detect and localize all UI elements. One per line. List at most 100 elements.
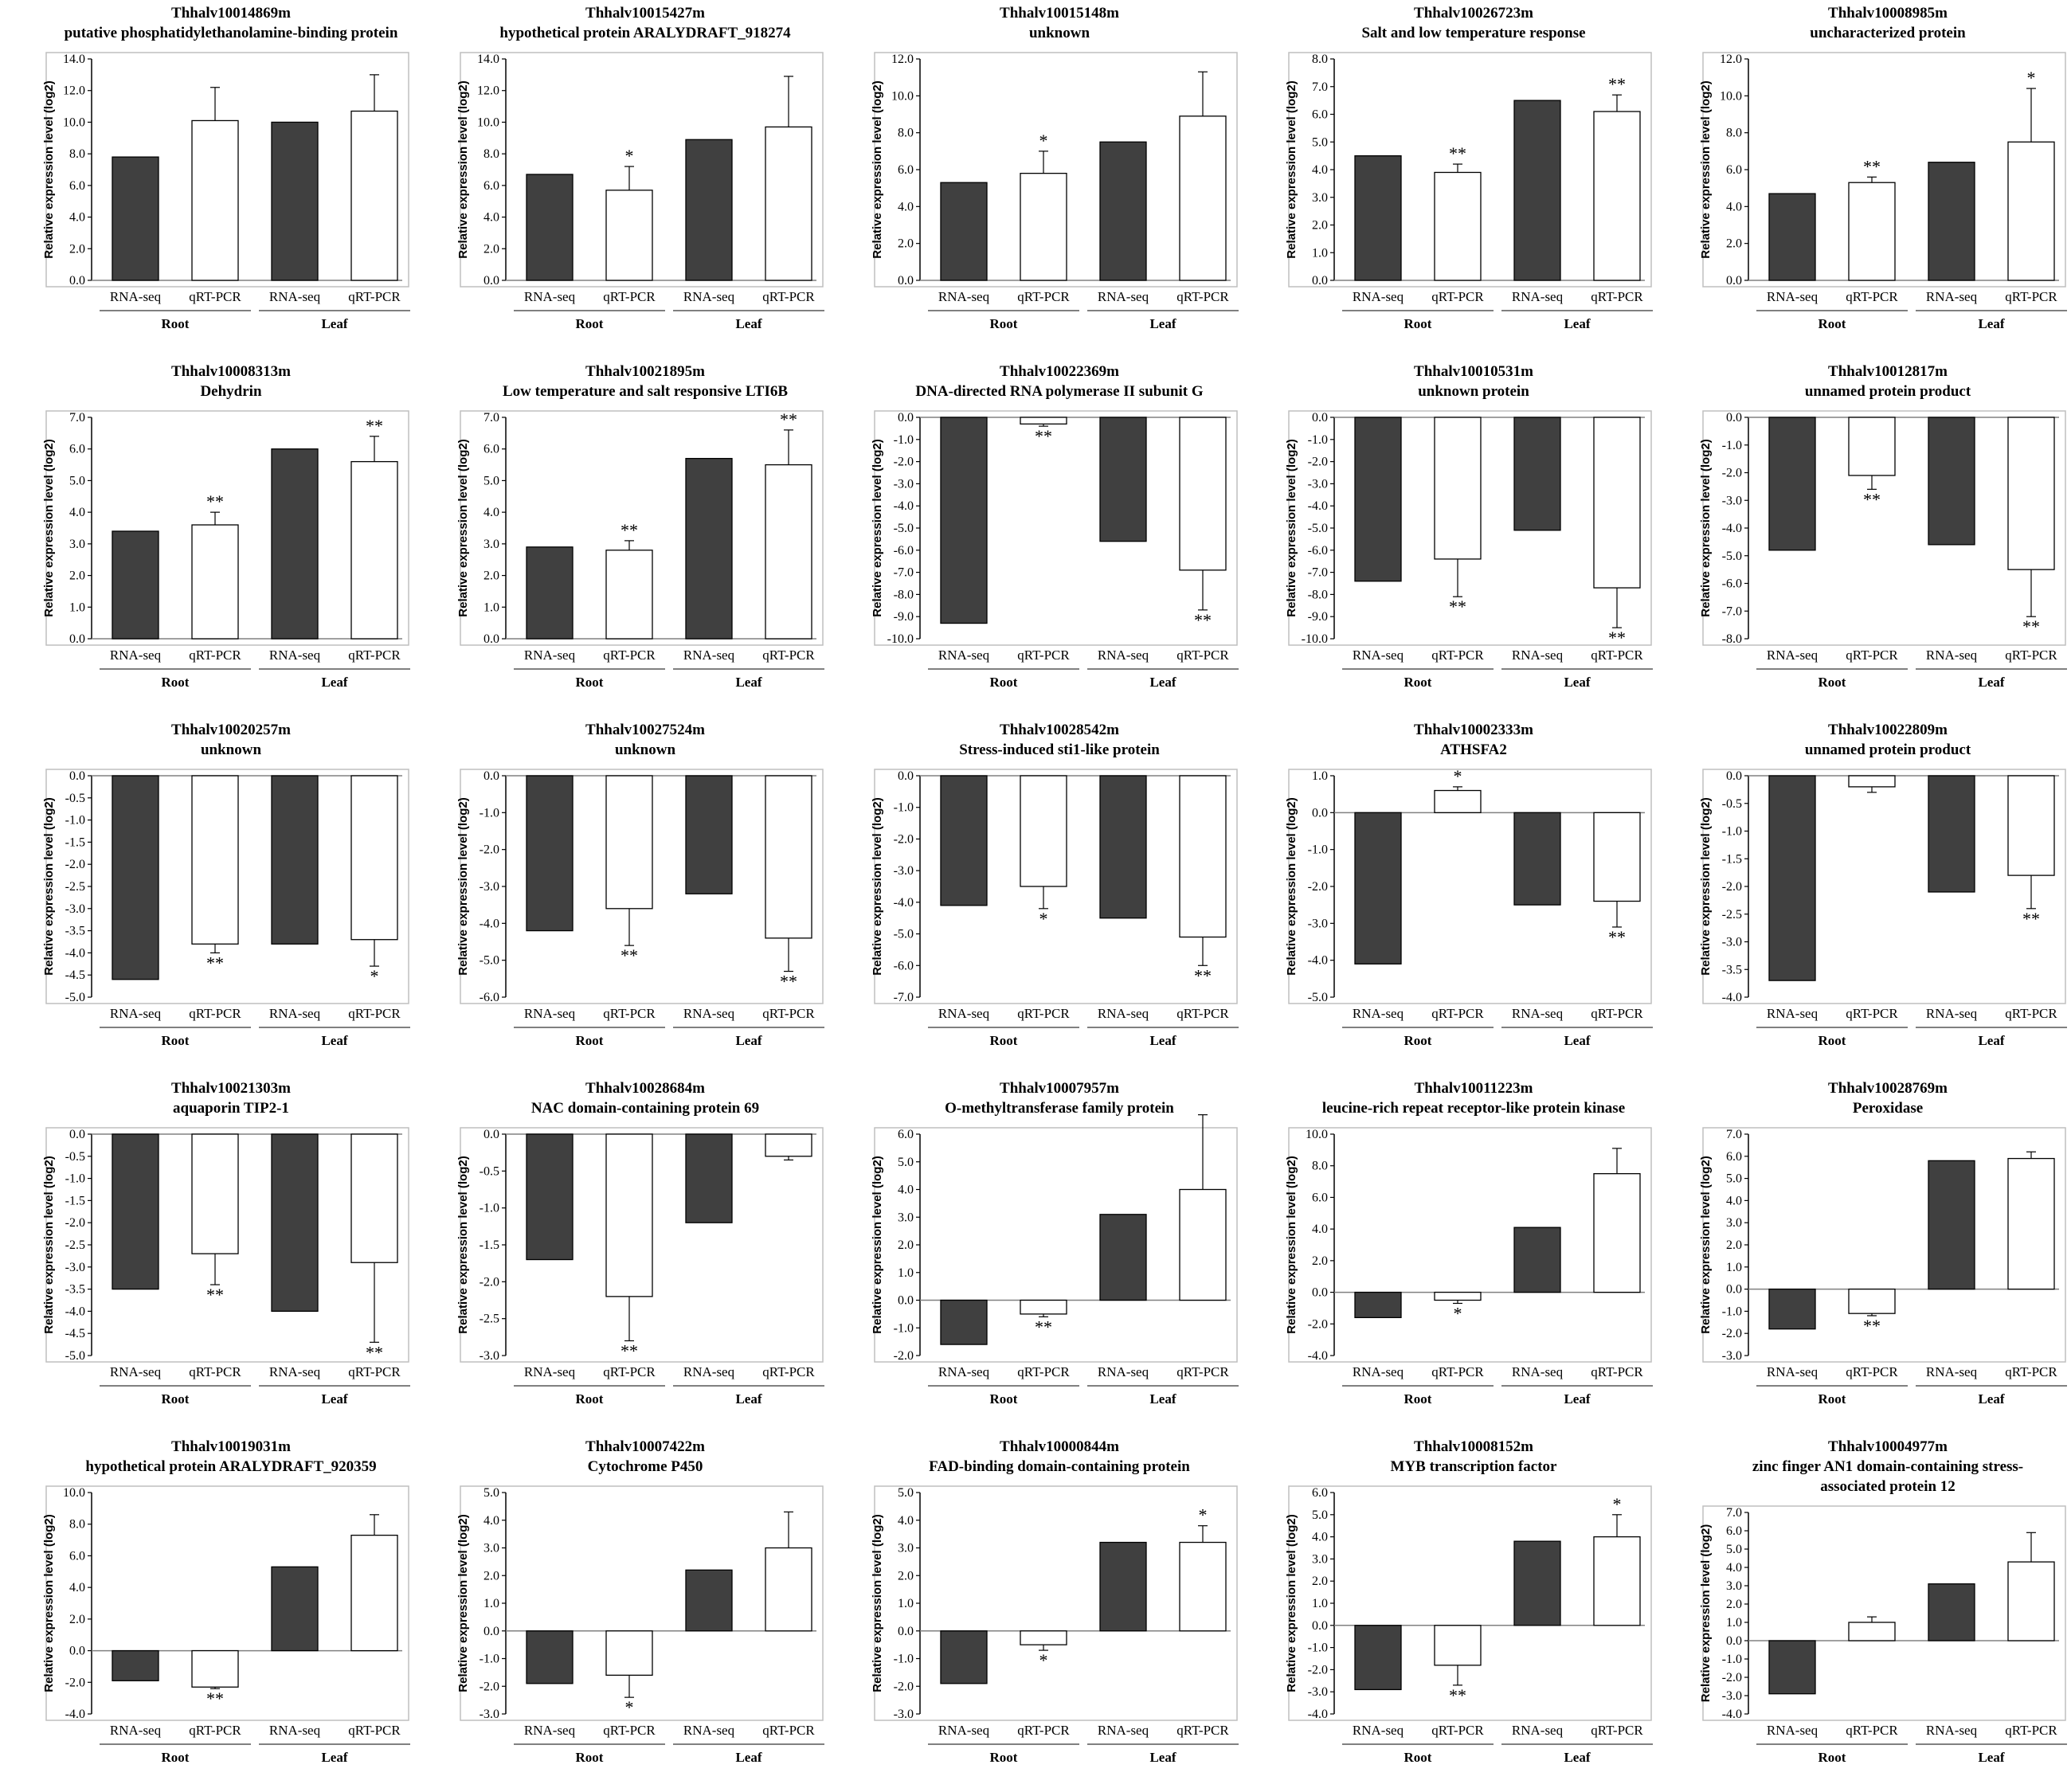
chart-title: Low temperature and salt responsive LTI6… — [503, 383, 788, 400]
group-label: Root — [576, 1750, 604, 1765]
group-label: Leaf — [735, 316, 761, 331]
y-tick-label: -0.5 — [65, 1150, 85, 1164]
significance-mark: ** — [1608, 628, 1626, 648]
y-tick-label: 5.0 — [483, 1486, 499, 1500]
chart-svg: Thhalv10015148m unknown 0.0 2.0 4.0 6.0 8.0 10.… — [871, 5, 1239, 331]
y-tick-label: -3.5 — [65, 925, 85, 938]
y-tick-label: 5.0 — [483, 474, 499, 487]
y-tick-label: 4.0 — [1312, 1223, 1328, 1236]
bar-qrtpcr — [350, 1133, 398, 1263]
bar-qrtpcr — [1434, 1625, 1482, 1666]
bar-rnaseq — [1513, 100, 1561, 281]
chart-panel: Thhalv10007957m O-methyltransferase famil… — [828, 1075, 1243, 1434]
y-tick-label: 7.0 — [1312, 80, 1328, 94]
category-label: qRT-PCR — [1176, 648, 1229, 663]
y-tick-label: -3.0 — [1308, 917, 1328, 930]
chart-svg: Thhalv10008152m MYB transcription factor 6… — [1285, 1438, 1653, 1765]
y-tick-label: -3.0 — [480, 1349, 499, 1363]
group-label: Leaf — [1978, 675, 2004, 690]
y-tick-label: 5.0 — [1312, 1508, 1328, 1522]
chart-svg: Thhalv10021303m aquaporin TIP2-1 0.0 -0.5 -1… — [42, 1080, 410, 1407]
y-tick-label: 0.0 — [1312, 1619, 1328, 1633]
chart-title: O-methyltransferase family protein — [945, 1100, 1174, 1117]
y-tick-label: 1.0 — [898, 1266, 914, 1280]
group-label: Root — [162, 675, 190, 690]
bar-qrtpcr — [1848, 1622, 1896, 1641]
bar-qrtpcr — [1179, 115, 1227, 281]
chart-panel: Thhalv10000844m FAD-binding domain-contai… — [828, 1434, 1243, 1792]
group-label: Leaf — [735, 1391, 761, 1407]
chart-title: Thhalv10027524m — [585, 722, 705, 738]
significance-mark: ** — [780, 972, 797, 992]
y-tick-label: -6.0 — [894, 544, 914, 558]
chart-title: Thhalv10007422m — [585, 1438, 705, 1455]
y-tick-label: 6.0 — [69, 443, 85, 456]
category-label: RNA-seq — [683, 1723, 735, 1738]
chart-title: Thhalv10022809m — [1828, 722, 1948, 738]
category-label: qRT-PCR — [762, 1723, 815, 1738]
chart-svg: Thhalv10011223m leucine-rich repeat recep… — [1285, 1080, 1653, 1407]
chart-panel: Thhalv10027524m unknown 0.0 -1.0 -2.0 -3.0 -4.… — [414, 717, 828, 1075]
bar-rnaseq — [526, 1133, 574, 1261]
bar-qrtpcr — [1434, 1291, 1482, 1301]
bar-rnaseq — [271, 775, 319, 945]
significance-mark: ** — [780, 409, 797, 429]
y-tick-label: -4.0 — [1722, 522, 1742, 535]
y-tick-label: -4.0 — [65, 1305, 85, 1318]
chart-svg: Thhalv10015427m hypothetical protein ARAL… — [456, 5, 824, 331]
y-tick-label: 6.0 — [1312, 108, 1328, 122]
y-tick-label: 6.0 — [1726, 1524, 1742, 1538]
y-tick-label: -8.0 — [1722, 632, 1742, 646]
significance-mark: * — [1613, 1494, 1622, 1514]
plot-frame — [1288, 769, 1652, 1004]
significance-mark: ** — [621, 945, 638, 965]
chart-title: NAC domain-containing protein 69 — [531, 1100, 759, 1117]
group-label: Leaf — [1978, 1750, 2004, 1765]
bar-rnaseq — [1099, 1541, 1147, 1632]
y-axis-label: Relative expression level (log2) — [456, 439, 470, 616]
category-label: qRT-PCR — [1017, 1723, 1070, 1738]
y-tick-label: 8.0 — [69, 147, 85, 161]
group-label: Root — [162, 316, 190, 331]
y-tick-label: 0.0 — [1726, 1634, 1742, 1648]
y-tick-label: 6.0 — [69, 179, 85, 193]
category-label: qRT-PCR — [189, 1723, 241, 1738]
category-label: qRT-PCR — [762, 648, 815, 663]
y-tick-label: -4.5 — [65, 968, 85, 982]
bar-rnaseq — [112, 775, 159, 980]
chart-title: associated protein 12 — [1820, 1478, 1956, 1495]
y-tick-label: -3.5 — [65, 1283, 85, 1297]
y-tick-label: 7.0 — [69, 411, 85, 425]
category-label: RNA-seq — [1926, 648, 1978, 663]
y-tick-label: 6.0 — [1726, 1150, 1742, 1164]
y-tick-label: 10.0 — [891, 89, 914, 103]
y-tick-label: 4.0 — [1726, 200, 1742, 213]
chart-title: Thhalv10021895m — [585, 363, 705, 380]
group-label: Leaf — [1978, 316, 2004, 331]
group-label: Root — [990, 1750, 1018, 1765]
category-label: RNA-seq — [1098, 648, 1149, 663]
chart-title: Cytochrome P450 — [588, 1458, 703, 1475]
bar-qrtpcr — [191, 524, 239, 640]
group-label: Root — [990, 675, 1018, 690]
bar-qrtpcr — [1848, 182, 1896, 281]
y-tick-label: 0.0 — [69, 1645, 85, 1658]
chart-title: Thhalv10021303m — [171, 1080, 291, 1097]
y-axis-label: Relative expression level (log2) — [871, 80, 884, 258]
group-label: Root — [1404, 675, 1432, 690]
plot-frame — [874, 410, 1238, 646]
y-tick-label: -1.5 — [480, 1238, 499, 1252]
y-tick-label: -3.0 — [894, 864, 914, 878]
significance-mark: ** — [206, 491, 224, 511]
group-label: Root — [1818, 1750, 1846, 1765]
y-tick-label: -1.0 — [894, 1653, 914, 1666]
bar-rnaseq — [1513, 1227, 1561, 1293]
y-tick-label: 8.0 — [1312, 1160, 1328, 1173]
y-tick-label: -3.0 — [1308, 1685, 1328, 1699]
y-tick-label: 2.0 — [483, 242, 499, 256]
significance-mark: ** — [1449, 143, 1466, 163]
y-tick-label: 10.0 — [63, 115, 85, 129]
significance-mark: * — [1199, 1505, 1208, 1525]
y-tick-label: 8.0 — [898, 127, 914, 140]
category-label: qRT-PCR — [1176, 1364, 1229, 1379]
